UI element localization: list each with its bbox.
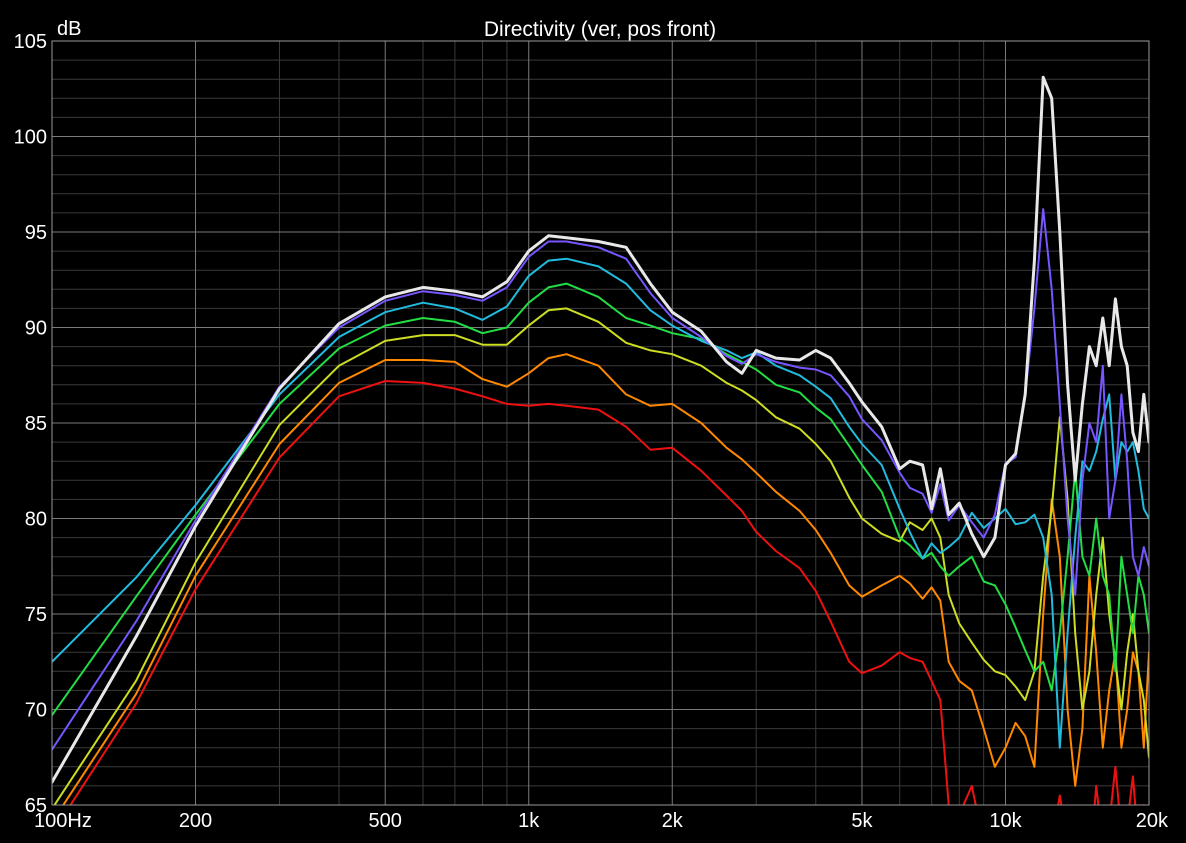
y-tick-labels: 65 70 75 80 85 90 95 100 105 (14, 31, 47, 817)
y-tick-label: 70 (25, 700, 47, 722)
series-line-1 (52, 208, 1149, 751)
x-tick-labels: 100Hz 200 500 1k 2k 5k 10k 20k (34, 810, 1169, 832)
x-tick-label: 100Hz (34, 810, 92, 832)
x-tick-label: 500 (369, 810, 402, 832)
y-tick-label: 75 (25, 604, 47, 626)
y-tick-label: 80 (25, 509, 47, 531)
x-tick-label: 20k (1136, 810, 1169, 832)
grid (51, 40, 1150, 806)
y-axis-unit-label: dB (57, 18, 81, 40)
y-tick-label: 85 (25, 413, 47, 435)
y-tick-label: 65 (25, 795, 47, 817)
series-group (52, 75, 1149, 805)
x-tick-label: 10k (989, 810, 1022, 832)
chart-title: Directivity (ver, pos front) (484, 18, 716, 41)
x-tick-label: 5k (851, 810, 873, 832)
x-tick-label: 200 (179, 810, 212, 832)
y-tick-label: 105 (14, 31, 47, 53)
plot-frame (51, 40, 1150, 806)
x-tick-label: 1k (518, 810, 540, 832)
series-line-5 (62, 353, 1149, 805)
series-line-6 (69, 380, 1145, 805)
series-line-2 (52, 257, 1149, 749)
series-line-0 (52, 75, 1149, 784)
y-tick-label: 95 (25, 222, 47, 244)
series-line-4 (53, 307, 1149, 805)
series-line-3 (52, 282, 1149, 717)
x-tick-label: 2k (662, 810, 684, 832)
y-tick-label: 100 (14, 127, 47, 149)
y-tick-label: 90 (25, 318, 47, 340)
